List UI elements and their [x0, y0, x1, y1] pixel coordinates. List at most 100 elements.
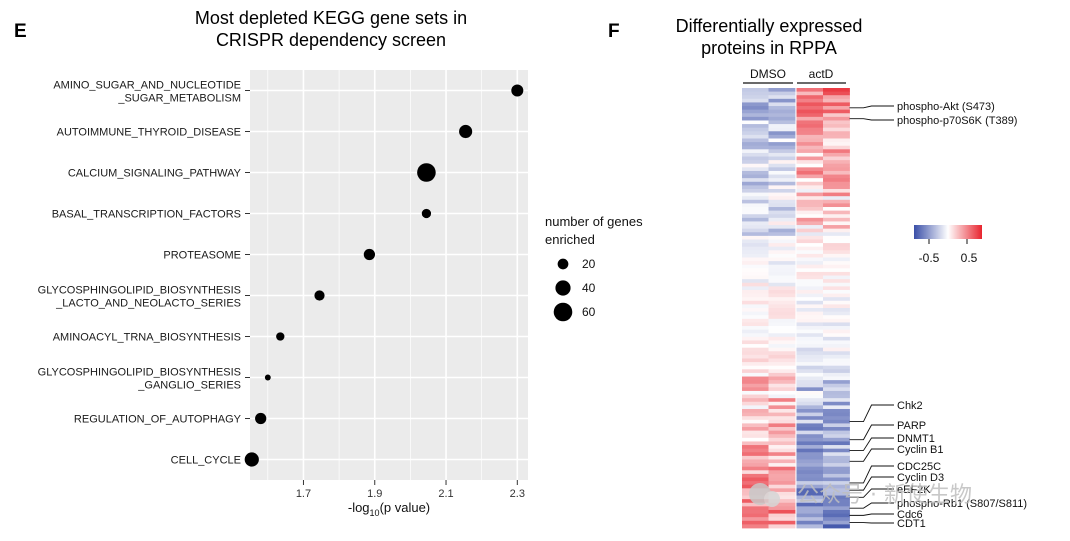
heatmap-cell [768, 199, 796, 204]
heatmap-cell [796, 203, 824, 208]
heatmap-cell [796, 109, 824, 114]
heatmap-cell [742, 207, 769, 212]
heatmap-cell [742, 311, 769, 316]
heatmap-cell [768, 300, 796, 305]
heatmap-cell [823, 369, 850, 374]
heatmap-cell [796, 167, 824, 172]
heatmap-cell [823, 268, 850, 273]
heatmap-cell [742, 264, 769, 269]
x-axis-label-suffix: (p value) [380, 500, 431, 515]
heatmap-cell [742, 145, 769, 150]
category-label: GLYCOSPHINGOLIPID_BIOSYNTHESIS [38, 367, 241, 379]
heatmap-cell [742, 120, 769, 125]
heatmap-cell [768, 491, 796, 496]
heatmap-cell [742, 326, 769, 331]
heatmap-cell [768, 192, 796, 197]
category-label: GLYCOSPHINGOLIPID_BIOSYNTHESIS [38, 285, 241, 297]
heatmap-cell [823, 178, 850, 183]
heatmap-cell [768, 243, 796, 248]
heatmap-cell [796, 207, 824, 212]
heatmap-cell [823, 250, 850, 255]
heatmap-cell [796, 336, 824, 341]
row-label-leader [849, 448, 894, 462]
heatmap-cell [796, 351, 824, 356]
heatmap-cell [768, 362, 796, 367]
heatmap-cell [768, 250, 796, 255]
heatmap-cell [768, 423, 796, 428]
heatmap-cell [768, 271, 796, 276]
heatmap-cell [796, 354, 824, 359]
heatmap-cell [823, 138, 850, 143]
heatmap-cell [742, 387, 769, 392]
heatmap-cell [823, 499, 850, 504]
heatmap-cell [823, 502, 850, 507]
heatmap-cell [742, 502, 769, 507]
heatmap-cell [796, 120, 824, 125]
heatmap-cell [768, 293, 796, 298]
heatmap-cell [823, 196, 850, 201]
heatmap-cell [823, 286, 850, 291]
heatmap-cell [823, 98, 850, 103]
heatmap-cell [768, 210, 796, 215]
heatmap-cell [742, 221, 769, 226]
heatmap-cell [742, 445, 769, 450]
heatmap-cell [742, 160, 769, 165]
heatmap-cell [823, 232, 850, 237]
heatmap-cell [768, 282, 796, 287]
heatmap-cell [768, 506, 796, 511]
colorbar-label-low: -0.5 [919, 251, 940, 265]
heatmap-cell [742, 463, 769, 468]
heatmap-cell [742, 477, 769, 482]
heatmap-cell [768, 419, 796, 424]
heatmap-cell [768, 225, 796, 230]
heatmap-cell [742, 336, 769, 341]
heatmap-row-label: phospho-Akt (S473) [897, 101, 995, 113]
heatmap-cell [742, 214, 769, 219]
heatmap-cell [796, 145, 824, 150]
heatmap-cell [796, 488, 824, 493]
heatmap-cell [768, 318, 796, 323]
heatmap-cell [742, 513, 769, 518]
heatmap-cell [742, 210, 769, 215]
row-label-leader [849, 404, 894, 423]
heatmap-cell [823, 448, 850, 453]
x-axis-label-prefix: -log [348, 500, 370, 515]
heatmap-cell [796, 235, 824, 240]
heatmap-cell [768, 488, 796, 493]
heatmap-cell [742, 398, 769, 403]
heatmap-cell [768, 156, 796, 161]
heatmap-cell [823, 358, 850, 363]
heatmap-cell [796, 304, 824, 309]
heatmap-cell [823, 134, 850, 139]
category-label: _SUGAR_METABOLISM [117, 93, 241, 105]
heatmap-cell [742, 257, 769, 262]
heatmap-cell [823, 437, 850, 442]
heatmap-cell [823, 506, 850, 511]
heatmap-cell [742, 372, 769, 377]
heatmap-cell [796, 214, 824, 219]
heatmap-cell [742, 297, 769, 302]
heatmap-cell [796, 520, 824, 525]
heatmap-cell [796, 271, 824, 276]
data-point [264, 374, 271, 381]
heatmap-cell [796, 188, 824, 193]
heatmap-cell [742, 235, 769, 240]
heatmap-cell [823, 434, 850, 439]
heatmap-cell [796, 163, 824, 168]
heatmap-cell [768, 134, 796, 139]
heatmap-cell [742, 271, 769, 276]
heatmap-cell [796, 362, 824, 367]
heatmap-cell [796, 333, 824, 338]
heatmap-cell [742, 408, 769, 413]
legend-label: 60 [582, 305, 596, 319]
heatmap-cell [823, 513, 850, 518]
heatmap-cell [823, 106, 850, 111]
heatmap-cell [768, 434, 796, 439]
legend-label: 40 [582, 281, 596, 295]
heatmap-cell [823, 160, 850, 165]
heatmap-row-label: Cyclin D3 [897, 472, 944, 484]
heatmap-cell [796, 282, 824, 287]
x-axis-label: -log10(p value) [348, 500, 430, 518]
heatmap-cell [742, 329, 769, 334]
heatmap-cell [823, 394, 850, 399]
